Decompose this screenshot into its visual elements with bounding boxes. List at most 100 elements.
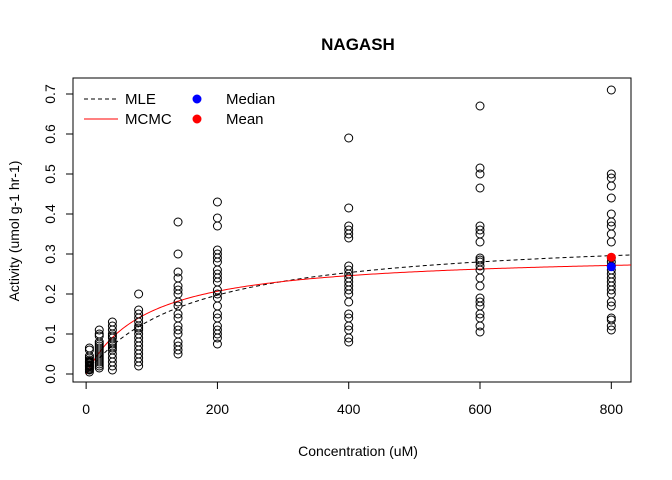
data-point (475, 183, 485, 193)
data-point (134, 305, 144, 315)
legend-label: MLE (125, 91, 156, 108)
data-point (475, 101, 485, 111)
data-point (606, 301, 616, 311)
data-point (212, 269, 222, 279)
data-point (475, 253, 485, 263)
x-tick-label: 0 (82, 401, 90, 417)
data-point (606, 237, 616, 247)
x-axis: 0 200 400 600 800 (82, 381, 624, 417)
data-point (344, 337, 354, 347)
data-point (173, 267, 183, 277)
data-point (606, 193, 616, 203)
data-point (344, 221, 354, 231)
data-point (475, 225, 485, 235)
data-point (212, 213, 222, 223)
data-point (212, 245, 222, 255)
data-point (606, 313, 616, 323)
y-tick-label: 0.6 (42, 124, 58, 144)
data-point (173, 325, 183, 335)
x-tick-label: 200 (206, 401, 230, 417)
y-tick-label: 0.7 (42, 84, 58, 104)
data-point (212, 313, 222, 323)
y-tick-label: 0.4 (42, 204, 58, 224)
mcmc-curve (85, 264, 631, 375)
data-point (475, 297, 485, 307)
data-point (344, 313, 354, 323)
data-point (84, 343, 94, 353)
data-point (475, 163, 485, 173)
data-point (212, 339, 222, 349)
data-point (344, 133, 354, 143)
data-point (212, 289, 222, 299)
data-point (94, 325, 104, 335)
data-point (475, 327, 485, 337)
data-point (134, 309, 144, 319)
data-point (606, 169, 616, 179)
y-tick-label: 0.0 (42, 364, 58, 384)
data-point (212, 301, 222, 311)
data-point (212, 249, 222, 259)
mle-curve (85, 254, 631, 375)
axes: 0 200 400 600 800 0.0 0.1 0.2 0.3 0.4 0.5 0.6 0.7 (42, 84, 623, 417)
data-point (344, 265, 354, 275)
legend-swatch (192, 94, 202, 104)
data-point (344, 325, 354, 335)
data-point (475, 321, 485, 331)
y-tick-label: 0.1 (42, 324, 58, 344)
y-tick-label: 0.3 (42, 244, 58, 264)
legend-label: MCMC (125, 111, 172, 128)
data-point (94, 329, 104, 339)
data-point (134, 289, 144, 299)
legend: MLE MCMC Median Mean (84, 91, 275, 128)
y-axis-title: Activity (umol g-1 hr-1) (6, 161, 22, 302)
data-point (606, 173, 616, 183)
data-point (606, 181, 616, 191)
data-point (475, 169, 485, 179)
data-point (173, 249, 183, 259)
legend-label: Median (226, 91, 275, 108)
data-points (84, 85, 616, 377)
data-point (475, 255, 485, 265)
data-point (344, 309, 354, 319)
data-point (212, 197, 222, 207)
data-point (475, 313, 485, 323)
data-point (107, 317, 117, 327)
data-point (344, 225, 354, 235)
data-point (212, 325, 222, 335)
fit-curves (85, 254, 631, 375)
x-tick-label: 800 (600, 401, 624, 417)
x-axis-title: Concentration (uM) (298, 443, 418, 459)
y-tick-label: 0.5 (42, 164, 58, 184)
legend-swatch (192, 114, 202, 124)
mean-point (606, 252, 616, 262)
chart-title: NAGASH (321, 35, 395, 54)
data-point (344, 297, 354, 307)
data-point (475, 293, 485, 303)
data-point (173, 301, 183, 311)
data-point (475, 281, 485, 291)
x-tick-label: 600 (468, 401, 492, 417)
data-point (212, 221, 222, 231)
data-point (344, 203, 354, 213)
data-point (475, 273, 485, 283)
data-point (606, 315, 616, 325)
data-point (606, 229, 616, 239)
median-point (606, 262, 616, 272)
summary-points (606, 252, 616, 272)
data-point (475, 221, 485, 231)
legend-label: Mean (226, 111, 264, 128)
data-point (475, 237, 485, 247)
data-point (107, 321, 117, 331)
legend-item-mean: Mean (192, 111, 264, 128)
data-point (606, 85, 616, 95)
data-point (173, 217, 183, 227)
data-point (173, 313, 183, 323)
x-tick-label: 400 (337, 401, 361, 417)
y-tick-label: 0.2 (42, 284, 58, 304)
legend-item-median: Median (192, 91, 275, 108)
y-axis: 0.0 0.1 0.2 0.3 0.4 0.5 0.6 0.7 (42, 84, 74, 384)
data-point (606, 325, 616, 335)
data-point (344, 261, 354, 271)
data-point (606, 221, 616, 231)
